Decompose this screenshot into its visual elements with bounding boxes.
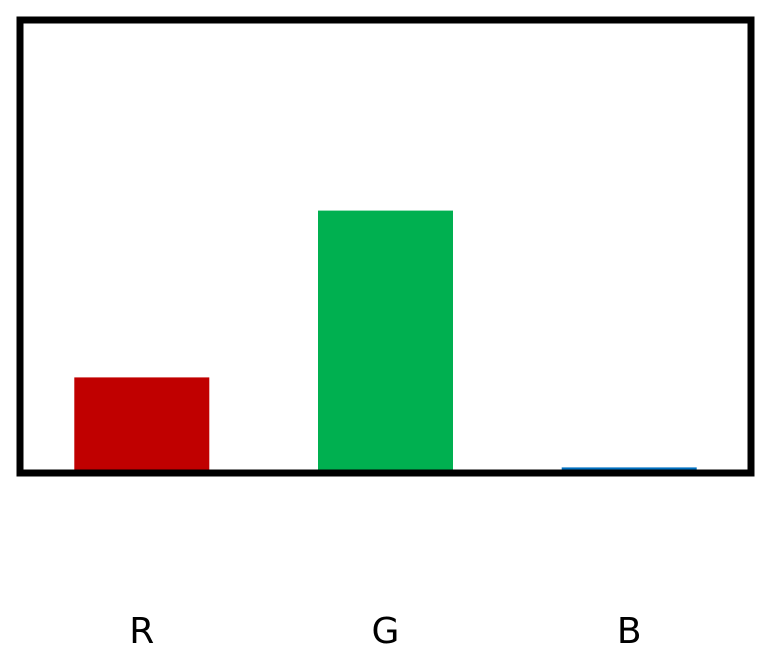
category-label-r: R	[129, 611, 154, 652]
bar-g	[318, 210, 453, 470]
bars-layer	[74, 210, 697, 470]
plot-frame	[16, 16, 755, 477]
category-label-b: B	[617, 611, 642, 652]
bar-b	[561, 467, 697, 470]
bar-r	[74, 377, 210, 470]
category-label-g: G	[372, 611, 400, 652]
